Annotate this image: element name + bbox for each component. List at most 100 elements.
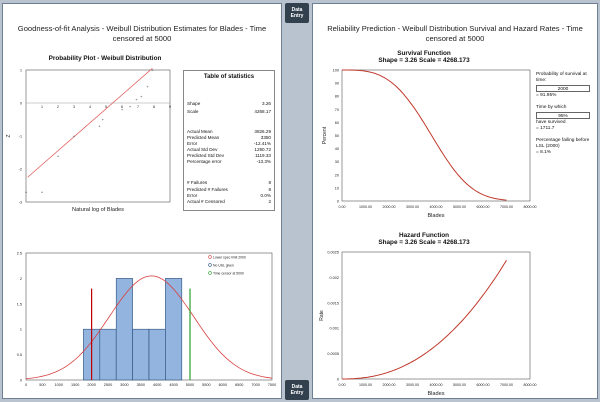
x-tick-label: 3 xyxy=(73,105,75,109)
data-entry-button-bottom[interactable]: Data Entry xyxy=(285,380,309,400)
y-tick-label: 0 xyxy=(20,379,22,383)
have-survived-label: have survived xyxy=(536,120,566,125)
stat-label: Error xyxy=(187,141,198,146)
survival-time-input[interactable]: 2000 xyxy=(536,85,590,92)
data-point: + xyxy=(102,117,105,122)
y-tick-label: -1 xyxy=(19,135,22,139)
survival-percent-input[interactable]: 95% xyxy=(536,112,590,119)
stat-row: # Failures 8 xyxy=(187,180,271,186)
x-tick-label: 5500 xyxy=(202,383,210,387)
data-point: + xyxy=(135,97,138,102)
x-tick-label: 4500 xyxy=(169,383,177,387)
x-tick-label: 2000.00 xyxy=(383,383,396,387)
y-tick-label: 10 xyxy=(335,186,339,190)
x-tick-label: 6000 xyxy=(219,383,227,387)
fit-line xyxy=(27,68,153,178)
x-axis-label: Blades xyxy=(427,391,444,397)
x-tick-label: 6000.00 xyxy=(477,383,490,387)
hazard-chart-frame xyxy=(341,251,531,380)
x-tick-label: 5000 xyxy=(186,383,194,387)
stat-value: 3826.29 xyxy=(254,129,271,134)
statistics-table: Table of statistics Shape 3.26 Scale 4268.1… xyxy=(183,70,275,211)
stat-row: Actual # Censored 2 xyxy=(187,199,271,205)
y-tick-label: 2 xyxy=(20,277,22,281)
stat-value: 3350 xyxy=(260,135,271,140)
stat-row: Predicted Mean 3350 xyxy=(187,135,271,141)
y-tick-label: 0.001 xyxy=(329,327,339,331)
stat-label: Actual Mean xyxy=(187,129,213,134)
histogram-bar xyxy=(132,328,150,381)
x-tick-label: 2000.00 xyxy=(383,205,396,209)
stat-row: Actual Mean 3826.29 xyxy=(187,129,271,135)
probability-plot-title: Probability Plot - Weibull Distribution xyxy=(48,55,162,62)
y-tick-label: 0 xyxy=(337,200,339,204)
x-tick-label: 0.00 xyxy=(339,383,346,387)
stat-label: Error xyxy=(187,193,198,198)
legend-label: No USL given xyxy=(213,264,234,268)
survival-curve xyxy=(342,69,507,201)
stat-label: Predicted Std Dev xyxy=(187,153,225,158)
stat-label: Actual Std Dev xyxy=(187,147,218,152)
legend-marker xyxy=(208,271,212,275)
stat-label: Predicted Mean xyxy=(187,135,220,140)
y-tick-label: 1 xyxy=(20,69,22,73)
x-tick-label: 4000.00 xyxy=(430,205,443,209)
data-entry-button-top[interactable]: Data Entry xyxy=(285,3,309,23)
x-tick-label: 7500 xyxy=(268,383,276,387)
stat-row: Predicted # Failures 8 xyxy=(187,187,271,193)
stat-value: 4268.17 xyxy=(254,109,271,114)
hazard-curve xyxy=(342,260,507,380)
x-tick-label: 6000.00 xyxy=(477,205,490,209)
x-tick-label: 0.00 xyxy=(339,205,346,209)
y-tick-label: 50 xyxy=(335,134,339,138)
x-tick-label: 2 xyxy=(57,105,59,109)
data-point: + xyxy=(25,190,28,195)
percentage-failing-result: = 8.1% xyxy=(536,150,552,155)
y-tick-label: 0.002 xyxy=(329,276,339,280)
survival-probability-label: Probability of survival at time: xyxy=(536,72,587,83)
stat-label: Predicted # Failures xyxy=(187,187,228,192)
y-tick-label: 70 xyxy=(335,108,339,112)
y-tick-label: 90 xyxy=(335,82,339,86)
y-tick-label: -3 xyxy=(19,201,22,205)
x-tick-label: 500 xyxy=(39,383,45,387)
percentage-failing-label: Percentage failing before LSL (2000) xyxy=(536,138,590,149)
stat-value: -12.41% xyxy=(253,141,271,146)
y-tick-label: 0.0025 xyxy=(327,251,339,255)
histogram-bar xyxy=(165,278,183,381)
survival-probability-result: = 91.95% xyxy=(536,93,557,98)
y-axis-label: Z xyxy=(6,134,12,137)
x-tick-label: 3000.00 xyxy=(406,383,419,387)
x-axis-label: Natural log of Blades xyxy=(72,207,124,213)
stat-label: Scale xyxy=(187,109,199,114)
stat-row: Predicted Std Dev 1119.33 xyxy=(187,153,271,159)
stat-row: Error 0.0% xyxy=(187,193,271,199)
y-tick-label: 30 xyxy=(335,160,339,164)
y-tick-label: 20 xyxy=(335,173,339,177)
stat-value: 2 xyxy=(268,199,271,204)
histogram-bar xyxy=(115,278,133,381)
x-tick-label: 6 xyxy=(121,105,123,109)
right-panel-title: Reliability Prediction - Weibull Distrib… xyxy=(327,24,583,43)
x-tick-label: 4000.00 xyxy=(430,383,443,387)
data-point: + xyxy=(146,84,149,89)
stat-label: # Failures xyxy=(187,180,208,185)
data-point: + xyxy=(98,124,101,129)
survival-chart-frame xyxy=(341,69,531,202)
x-tick-label: 2500 xyxy=(104,383,112,387)
x-tick-label: 8 xyxy=(153,105,155,109)
statistics-table-title: Table of statistics xyxy=(203,74,255,80)
stat-row: Scale 4268.17 xyxy=(187,109,271,115)
x-tick-label: 5 xyxy=(105,105,107,109)
y-tick-label: 0.0015 xyxy=(327,301,339,305)
x-tick-label: 8000.00 xyxy=(524,383,537,387)
x-tick-label: 2000 xyxy=(87,383,95,387)
stat-value: 8 xyxy=(268,180,271,185)
legend-marker xyxy=(208,263,212,267)
y-tick-label: 0.0005 xyxy=(327,352,339,356)
y-tick-label: 0.5 xyxy=(17,353,22,357)
x-tick-label: 0 xyxy=(25,383,27,387)
x-tick-label: 3000 xyxy=(120,383,128,387)
legend-marker xyxy=(208,255,212,259)
stat-row: Actual Std Dev 1290.72 xyxy=(187,147,271,153)
